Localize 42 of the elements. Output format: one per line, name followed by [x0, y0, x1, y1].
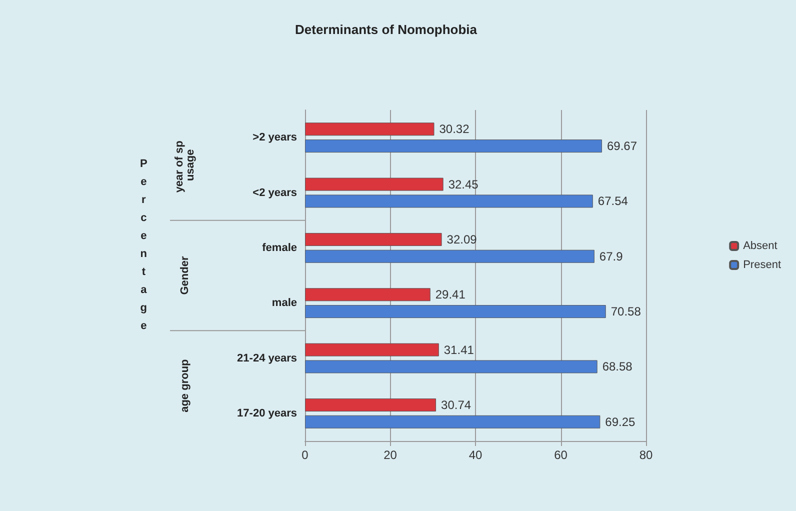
- data-label: 29.41: [435, 288, 466, 302]
- bar: [305, 343, 439, 356]
- bar: [305, 232, 442, 246]
- bar: [305, 415, 600, 428]
- data-label: 67.9: [599, 249, 624, 264]
- bar: [305, 140, 602, 153]
- data-label: 30.32: [439, 122, 470, 136]
- y-tick-label: male: [272, 297, 297, 310]
- text: Gender: [179, 256, 191, 295]
- data-label: 69.67: [606, 139, 638, 154]
- y-tick-label: female: [262, 242, 297, 254]
- text: age group: [179, 358, 191, 412]
- legend-label: Absent: [743, 240, 778, 252]
- text: Percentage: [140, 158, 148, 332]
- bar: [305, 288, 430, 302]
- bar: [305, 122, 434, 136]
- data-label: 30.74: [441, 398, 472, 412]
- x-tick-label: 0: [302, 448, 309, 462]
- bar: [305, 398, 436, 412]
- y-tick-label: <2 years: [252, 186, 297, 199]
- legend-label: Present: [743, 259, 782, 271]
- chart-title: Determinants of Nomophobia: [295, 22, 478, 37]
- data-label: 70.58: [610, 304, 642, 319]
- x-tick-label: 40: [468, 448, 482, 462]
- data-label: 31.41: [444, 342, 474, 357]
- data-label: 69.25: [605, 414, 636, 429]
- bar: [305, 360, 598, 374]
- text: year of sp usage: [174, 138, 196, 193]
- y-tick-label: 17-20 years: [237, 407, 297, 420]
- bar: [305, 178, 444, 191]
- bar: [305, 194, 593, 208]
- data-label: 67.54: [598, 194, 628, 208]
- y-tick-label: 21-24 years: [237, 352, 297, 364]
- bar: [305, 305, 606, 318]
- bar: [305, 250, 594, 263]
- x-tick-label: 60: [554, 448, 568, 462]
- y-tick-label: >2 years: [252, 132, 297, 144]
- data-label: 68.58: [602, 360, 633, 374]
- x-tick-label: 20: [384, 448, 398, 462]
- x-tick-label: 80: [639, 448, 653, 462]
- data-label: 32.45: [448, 177, 479, 192]
- data-label: 32.09: [446, 232, 478, 246]
